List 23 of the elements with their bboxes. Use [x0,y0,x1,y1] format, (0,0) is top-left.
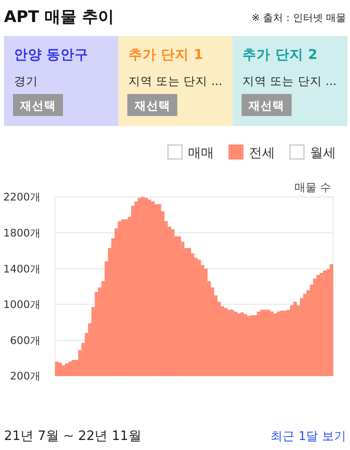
y-tick-label: 200개 [10,370,41,383]
legend-label: 전세 [249,146,275,161]
text: 추가 단지 2 [242,47,318,63]
text: 재선택 [248,98,285,112]
text: 경기 [14,74,38,88]
y-tick-label: 1400개 [3,263,41,276]
text: 추가 단지 1 [128,47,204,63]
y-axis-title: 매물 수 [294,181,331,194]
text: 재선택 [133,98,170,112]
y-tick-label: 600개 [10,334,41,347]
text: 안양 동안구 [14,47,89,63]
text: 최근 1달 보기 [270,429,346,443]
text: 지역 또는 단지 ... [242,74,337,88]
y-tick-label: 2200개 [3,192,41,204]
text: 지역 또는 단지 ... [128,74,222,88]
text: 재선택 [19,98,56,112]
text: ※ 출처 : 인터넷 매물 [252,13,346,24]
y-tick-label: 1000개 [3,299,41,312]
y-tick-label: 1800개 [3,227,41,240]
legend-label: 월세 [310,146,336,161]
legend-label: 매매 [188,146,214,161]
text: 21년 7월 ~ 22년 11월 [4,429,142,444]
chart-title: APT 매물 추이 [4,7,114,26]
